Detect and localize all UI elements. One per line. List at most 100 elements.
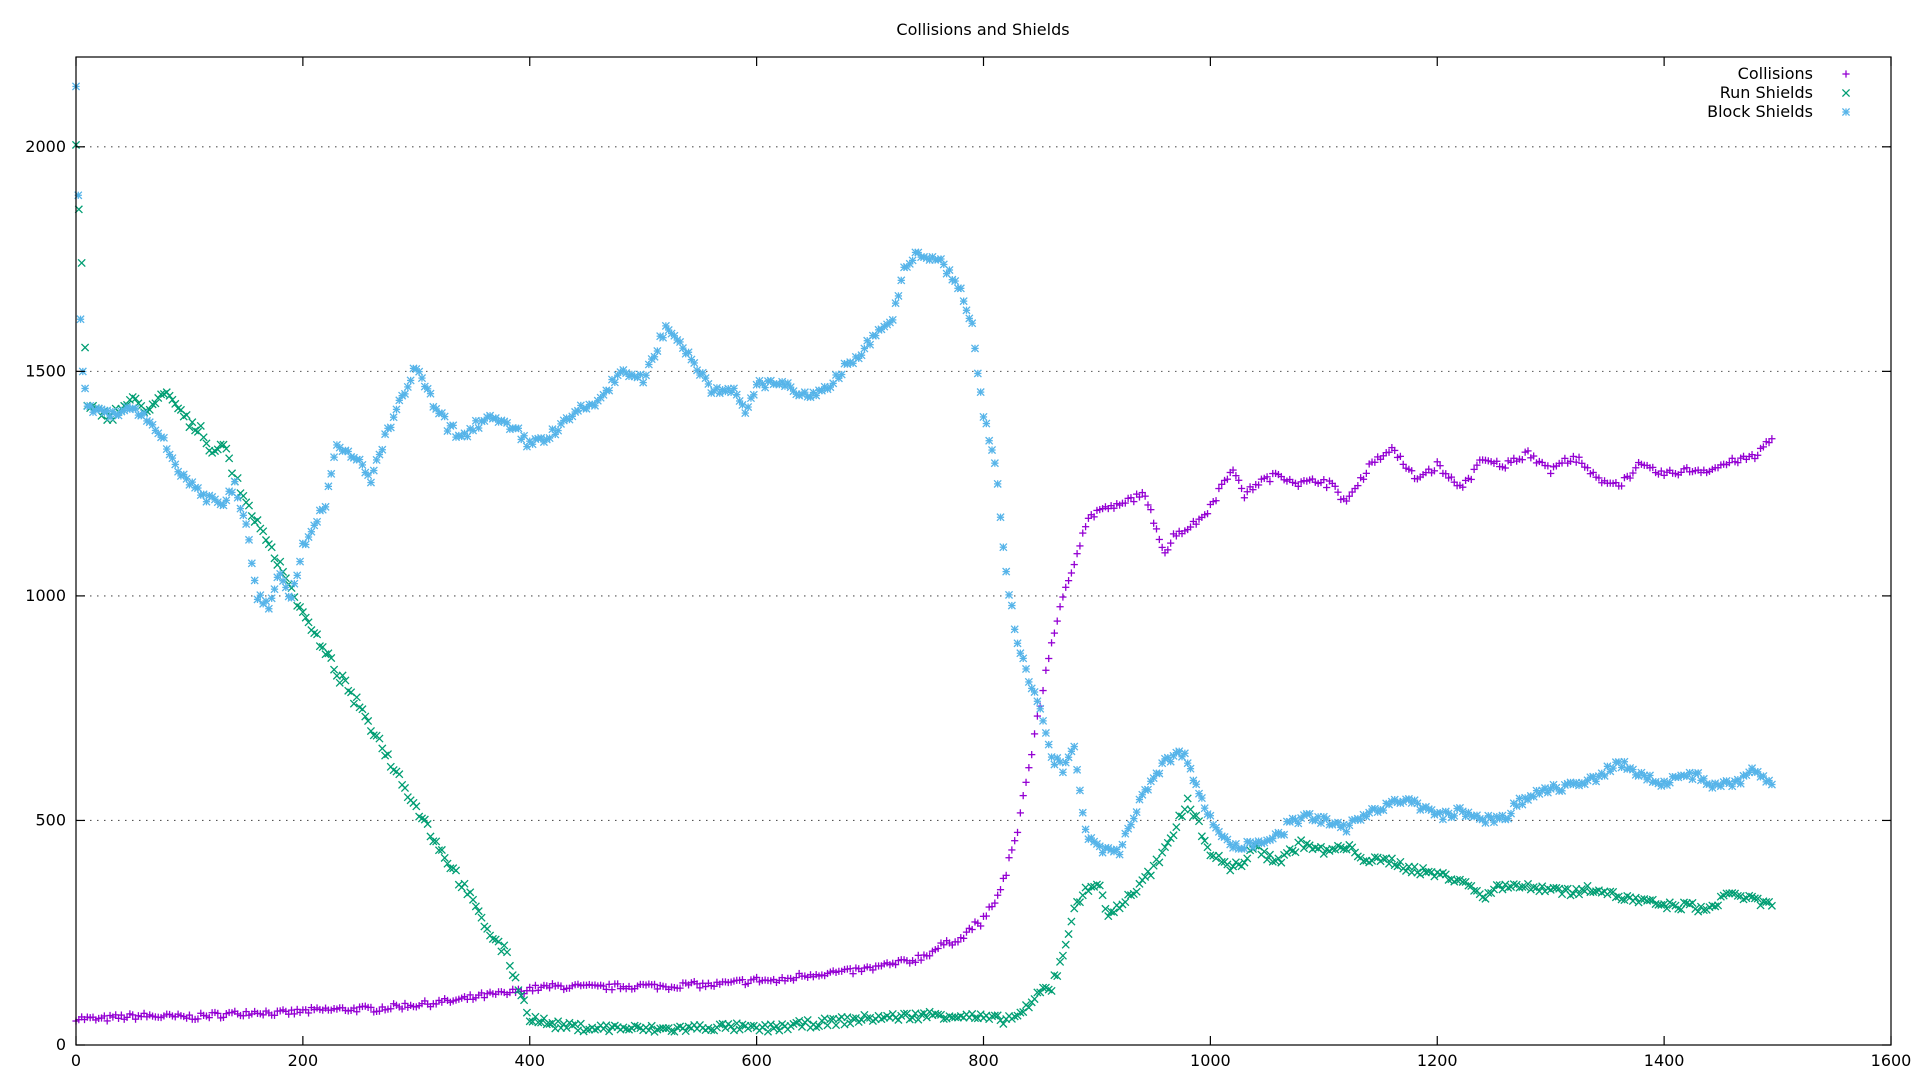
data-point (1011, 837, 1019, 845)
data-point (1155, 769, 1164, 778)
data-point (1504, 883, 1513, 892)
data-point (247, 559, 256, 568)
data-point (766, 1020, 775, 1029)
data-point (1177, 812, 1187, 821)
data-point (1022, 778, 1030, 786)
series-collisions (72, 435, 1776, 1025)
data-point (1004, 590, 1014, 599)
data-point (1385, 448, 1393, 456)
legend-label: Run Shields (1720, 83, 1813, 102)
data-point (1073, 897, 1082, 906)
data-point (735, 1025, 744, 1034)
data-point (1711, 902, 1720, 911)
data-point (287, 1006, 296, 1014)
data-point (1064, 929, 1073, 939)
data-point (244, 535, 254, 544)
chart-title: Collisions and Shields (896, 20, 1069, 39)
data-point (466, 888, 475, 897)
data-point (1263, 473, 1271, 481)
data-point (1506, 809, 1516, 818)
data-point (812, 1023, 821, 1032)
data-point (480, 994, 488, 1002)
data-point (1002, 567, 1011, 576)
data-point (1243, 854, 1252, 863)
data-point (400, 783, 410, 793)
data-point (358, 460, 367, 469)
data-point (1371, 458, 1379, 466)
data-point (908, 256, 917, 265)
y-tick-label: 1500 (25, 361, 66, 380)
data-point (1660, 900, 1669, 909)
data-point (1734, 459, 1742, 467)
data-point (744, 402, 753, 412)
data-point (278, 576, 288, 585)
data-point (792, 974, 800, 982)
data-point (145, 405, 154, 414)
data-point (562, 1023, 571, 1032)
data-point (1141, 492, 1149, 500)
data-point (1058, 951, 1067, 960)
data-point (1282, 848, 1292, 857)
data-point (775, 1026, 784, 1035)
data-point (1328, 844, 1337, 854)
data-point (327, 653, 336, 663)
data-point (644, 1026, 653, 1035)
data-point (517, 991, 526, 1000)
data-point (1470, 886, 1479, 895)
data-point (261, 536, 271, 545)
data-point (1243, 488, 1251, 496)
data-point (1038, 716, 1048, 725)
data-point (1530, 452, 1538, 460)
data-point (1073, 550, 1081, 558)
data-point (199, 433, 208, 442)
data-point (321, 502, 330, 511)
data-point (1164, 546, 1172, 554)
data-point (934, 1010, 943, 1019)
data-point (1019, 1007, 1028, 1017)
data-point (545, 433, 554, 443)
data-point (290, 579, 299, 588)
data-point (1294, 482, 1302, 490)
data-point (902, 1009, 911, 1018)
data-point (1056, 957, 1065, 966)
data-point (1005, 854, 1013, 862)
data-point (738, 976, 747, 984)
data-point (917, 1010, 926, 1019)
data-point (1453, 876, 1462, 885)
data-point (676, 984, 684, 992)
data-point (474, 423, 483, 433)
data-point (922, 1013, 931, 1022)
data-point (293, 571, 302, 580)
data-point (1266, 477, 1274, 486)
data-point (602, 1021, 611, 1030)
data-point (196, 421, 205, 430)
data-point (1047, 639, 1056, 647)
data-point (1574, 890, 1584, 899)
data-point (610, 378, 619, 387)
data-point (1028, 751, 1036, 759)
data-point (746, 1021, 756, 1030)
data-point (1459, 483, 1467, 491)
data-point (1237, 484, 1246, 493)
data-point (1041, 728, 1050, 738)
data-point (219, 440, 228, 449)
data-point (1260, 847, 1269, 856)
data-point (1362, 469, 1370, 477)
data-point (1232, 472, 1240, 480)
data-point (1132, 887, 1141, 896)
data-point (466, 991, 474, 999)
data-point (477, 913, 486, 922)
data-point (1611, 893, 1620, 902)
data-point (1518, 456, 1526, 464)
data-point (1016, 809, 1024, 817)
data-point (420, 815, 429, 824)
data-point (548, 1018, 557, 1027)
data-point (1070, 742, 1079, 751)
data-point (960, 934, 968, 942)
data-point (846, 965, 854, 973)
data-point (658, 333, 668, 342)
data-point (999, 1019, 1008, 1028)
data-point (1084, 514, 1093, 522)
data-point (749, 390, 758, 399)
data-point (1762, 897, 1771, 907)
